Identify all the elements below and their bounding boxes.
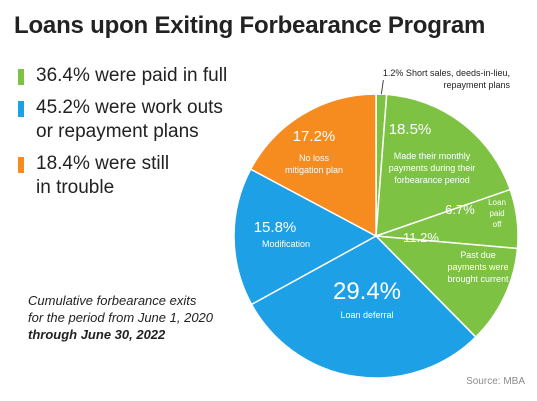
pie-slice-5 bbox=[233, 168, 378, 306]
legend-swatch-blue bbox=[18, 101, 24, 117]
note-line-3: through June 30, 2022 bbox=[28, 327, 166, 342]
slice-category-label-3-1: payments were bbox=[447, 262, 508, 272]
slice-value-label-4: 29.4% bbox=[333, 278, 401, 305]
pie-slice-4 bbox=[250, 235, 477, 379]
slice-category-label-3-0: Past due bbox=[460, 250, 496, 260]
pie-slice-6 bbox=[249, 93, 377, 238]
slice-category-label-4-0: Loan deferral bbox=[340, 310, 393, 320]
slice-value-label-5: 15.8% bbox=[254, 219, 297, 236]
slice-category-label-0-0: 1.2% Short sales, deeds-in-lieu, bbox=[383, 68, 510, 78]
slice-value-label-6: 17.2% bbox=[293, 128, 336, 145]
legend-item-paid-in-full: 36.4% were paid in full bbox=[14, 64, 227, 88]
pie-slice-3 bbox=[374, 235, 519, 339]
slice-category-label-0-1: repayment plans bbox=[443, 80, 510, 90]
slice-category-label-5-0: Modification bbox=[262, 239, 310, 249]
note-line-1: Cumulative forbearance exits bbox=[28, 293, 197, 308]
slice-category-label-1-2: forbearance period bbox=[394, 175, 470, 185]
source-note: Source: MBA bbox=[466, 376, 525, 387]
slice-value-label-3: 11.2% bbox=[403, 230, 439, 245]
chart-title: Loans upon Exiting Forbearance Program bbox=[14, 12, 486, 39]
period-note: Cumulative forbearance exits for the per… bbox=[28, 292, 213, 343]
slice-category-label-3-2: brought current bbox=[447, 274, 509, 284]
legend: 36.4% were paid in full 45.2% were work … bbox=[14, 64, 227, 208]
slice-category-label-1-0: Made their monthly bbox=[394, 151, 471, 161]
legend-text-trouble: 18.4% were still in trouble bbox=[36, 153, 170, 198]
slice-category-label-6-1: mitigation plan bbox=[285, 165, 343, 175]
legend-text-paid-in-full: 36.4% were paid in full bbox=[36, 65, 228, 86]
slice-value-label-2: 6.7% bbox=[445, 202, 475, 217]
legend-swatch-green bbox=[18, 69, 24, 85]
note-line-2: for the period from June 1, 2020 bbox=[28, 310, 214, 325]
legend-swatch-orange bbox=[18, 157, 24, 173]
slice-category-label-6-0: No loss bbox=[299, 153, 330, 163]
legend-item-trouble: 18.4% were still in trouble bbox=[14, 152, 227, 200]
slice-value-label-1: 18.5% bbox=[389, 121, 432, 138]
legend-text-work-outs: 45.2% were work outs or repayment plans bbox=[36, 97, 223, 142]
slice-category-label-1-1: payments during their bbox=[389, 163, 476, 173]
slice-category-label-2-2: off bbox=[493, 220, 503, 229]
slice-category-label-2-1: paid bbox=[489, 209, 504, 218]
slice-category-label-2-0: Loan bbox=[488, 198, 506, 207]
legend-item-work-outs: 45.2% were work outs or repayment plans bbox=[14, 96, 227, 144]
leader-line bbox=[380, 80, 384, 95]
